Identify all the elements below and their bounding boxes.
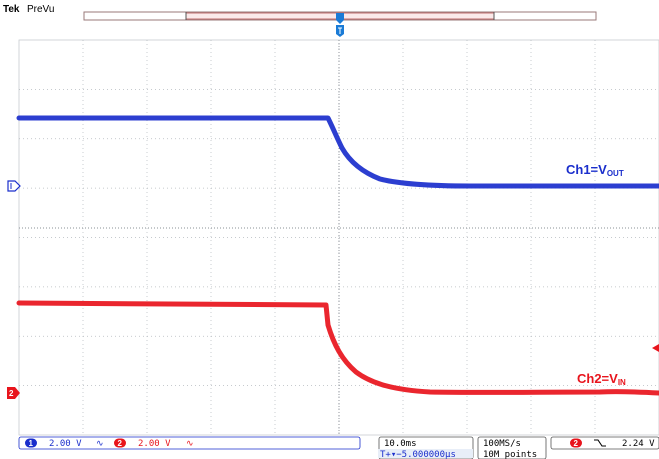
ch2-badge-number: 2 bbox=[118, 439, 123, 448]
graticule bbox=[18, 39, 659, 436]
status-bar: 1 2.00 V ∿ 2 2.00 V ∿ 10.0ms T+▾−5.00000… bbox=[18, 436, 659, 459]
ch1-scale[interactable]: 2.00 V bbox=[49, 439, 82, 449]
record-length: 10M points bbox=[483, 450, 537, 459]
trigger-position-icon[interactable] bbox=[336, 13, 344, 37]
ch1-badge-icon[interactable] bbox=[25, 438, 37, 448]
ch1-coupling-icon: ∿ bbox=[96, 439, 104, 449]
ch1-ground-marker-icon[interactable] bbox=[7, 180, 21, 192]
ch2-marker-number: 2 bbox=[9, 389, 14, 398]
ch2-label-prefix: Ch2=V bbox=[577, 371, 618, 386]
ch2-waveform bbox=[16, 300, 659, 396]
ch2-ground-marker-icon[interactable]: 2 bbox=[7, 387, 20, 399]
trigger-delay[interactable]: T+▾−5.000000µs bbox=[380, 450, 456, 459]
trigger-level: 2.24 V bbox=[622, 439, 655, 449]
sample-rate: 100MS/s bbox=[483, 439, 521, 449]
ch2-label-subscript: IN bbox=[618, 378, 626, 387]
brand-logo: Tek bbox=[3, 4, 20, 15]
ch2-coupling-icon: ∿ bbox=[186, 439, 194, 449]
ch1-label-subscript: OUT bbox=[607, 169, 624, 178]
trigger-source-number: 2 bbox=[574, 439, 579, 448]
ch1-badge-number: 1 bbox=[29, 439, 34, 448]
acquisition-panel[interactable] bbox=[477, 436, 547, 459]
horizontal-scale: 10.0ms bbox=[384, 439, 417, 449]
vertical-settings-panel[interactable] bbox=[18, 436, 361, 450]
ch2-badge-icon[interactable] bbox=[114, 438, 126, 448]
trigger-source-badge-icon bbox=[570, 438, 582, 448]
trigger-level-marker-icon[interactable] bbox=[652, 344, 659, 352]
delay-readout-background bbox=[378, 449, 473, 458]
ch1-label-prefix: Ch1=V bbox=[566, 162, 607, 177]
ch1-waveform-label: Ch1=VOUT bbox=[566, 162, 624, 178]
ch1-waveform bbox=[16, 115, 659, 189]
preview-mode-label: PreVu bbox=[27, 4, 54, 15]
ch2-waveform-label: Ch2=VIN bbox=[577, 371, 626, 387]
falling-edge-icon bbox=[594, 439, 606, 447]
ch2-scale[interactable]: 2.00 V bbox=[138, 439, 171, 449]
